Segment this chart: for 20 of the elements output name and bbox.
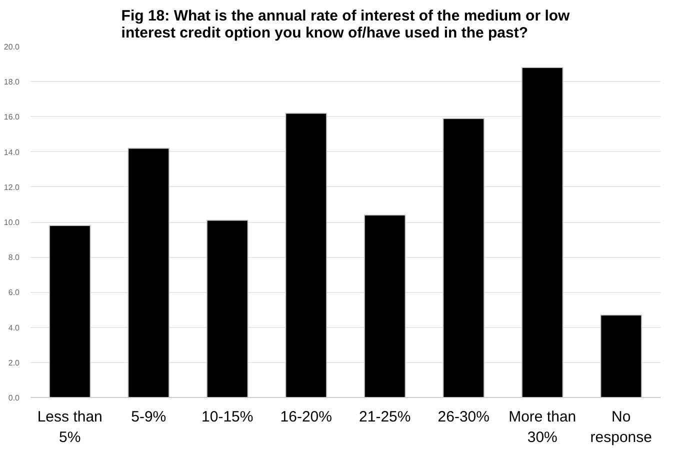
x-tick-label: 26-30% [438,408,490,426]
y-tick-label: 6.0 [8,288,20,298]
y-tick-label: 8.0 [8,253,20,262]
y-tick-label: 0.0 [8,394,20,402]
y-tick-label: 16.0 [4,112,20,122]
x-tick-label: 5-9% [131,408,166,426]
y-tick-label: 2.0 [8,358,20,368]
x-tick-label: Less than 5% [37,408,102,446]
y-tick-label: 18.0 [4,78,20,87]
x-tick-label: 16-20% [280,408,332,426]
x-tick-label: No response [590,408,652,446]
y-tick-label: 4.0 [8,323,20,332]
y-tick-label: 12.0 [4,182,20,192]
x-tick-label: 21-25% [359,408,411,426]
x-tick-label: More than 30% [508,408,576,446]
y-tick-label: 20.0 [4,42,20,52]
y-tick-label: 10.0 [4,218,20,227]
x-tick-label: 10-15% [202,408,254,426]
chart-title: Fig 18: What is the annual rate of interest of the medium or low interest credit option you know of/have used in the past? [121,8,570,42]
y-tick-label: 14.0 [4,148,20,157]
